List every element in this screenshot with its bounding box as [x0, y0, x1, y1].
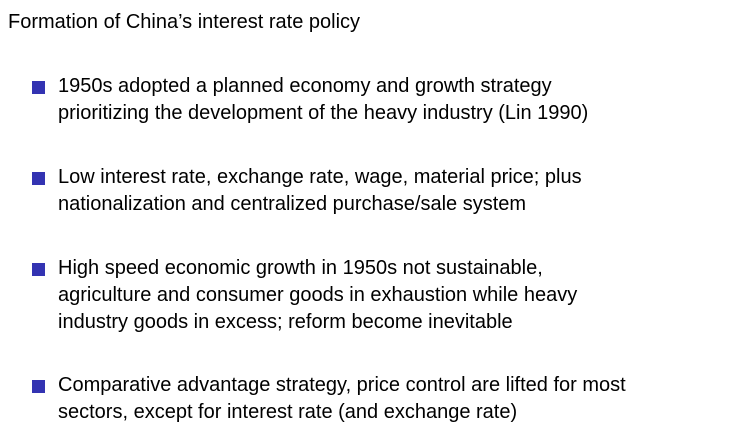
bullet-text: Low interest rate, exchange rate, wage, …	[58, 166, 582, 215]
square-bullet-icon	[32, 263, 45, 276]
bullet-text: High speed economic growth in 1950s not …	[58, 257, 578, 333]
square-bullet-icon	[32, 380, 45, 393]
bullet-text: 1950s adopted a planned economy and grow…	[58, 75, 589, 124]
slide-title: Formation of China’s interest rate polic…	[8, 11, 361, 33]
square-bullet-icon	[32, 172, 45, 185]
bullet-text: Comparative advantage strategy, price co…	[58, 374, 626, 423]
square-bullet-icon	[32, 81, 45, 94]
